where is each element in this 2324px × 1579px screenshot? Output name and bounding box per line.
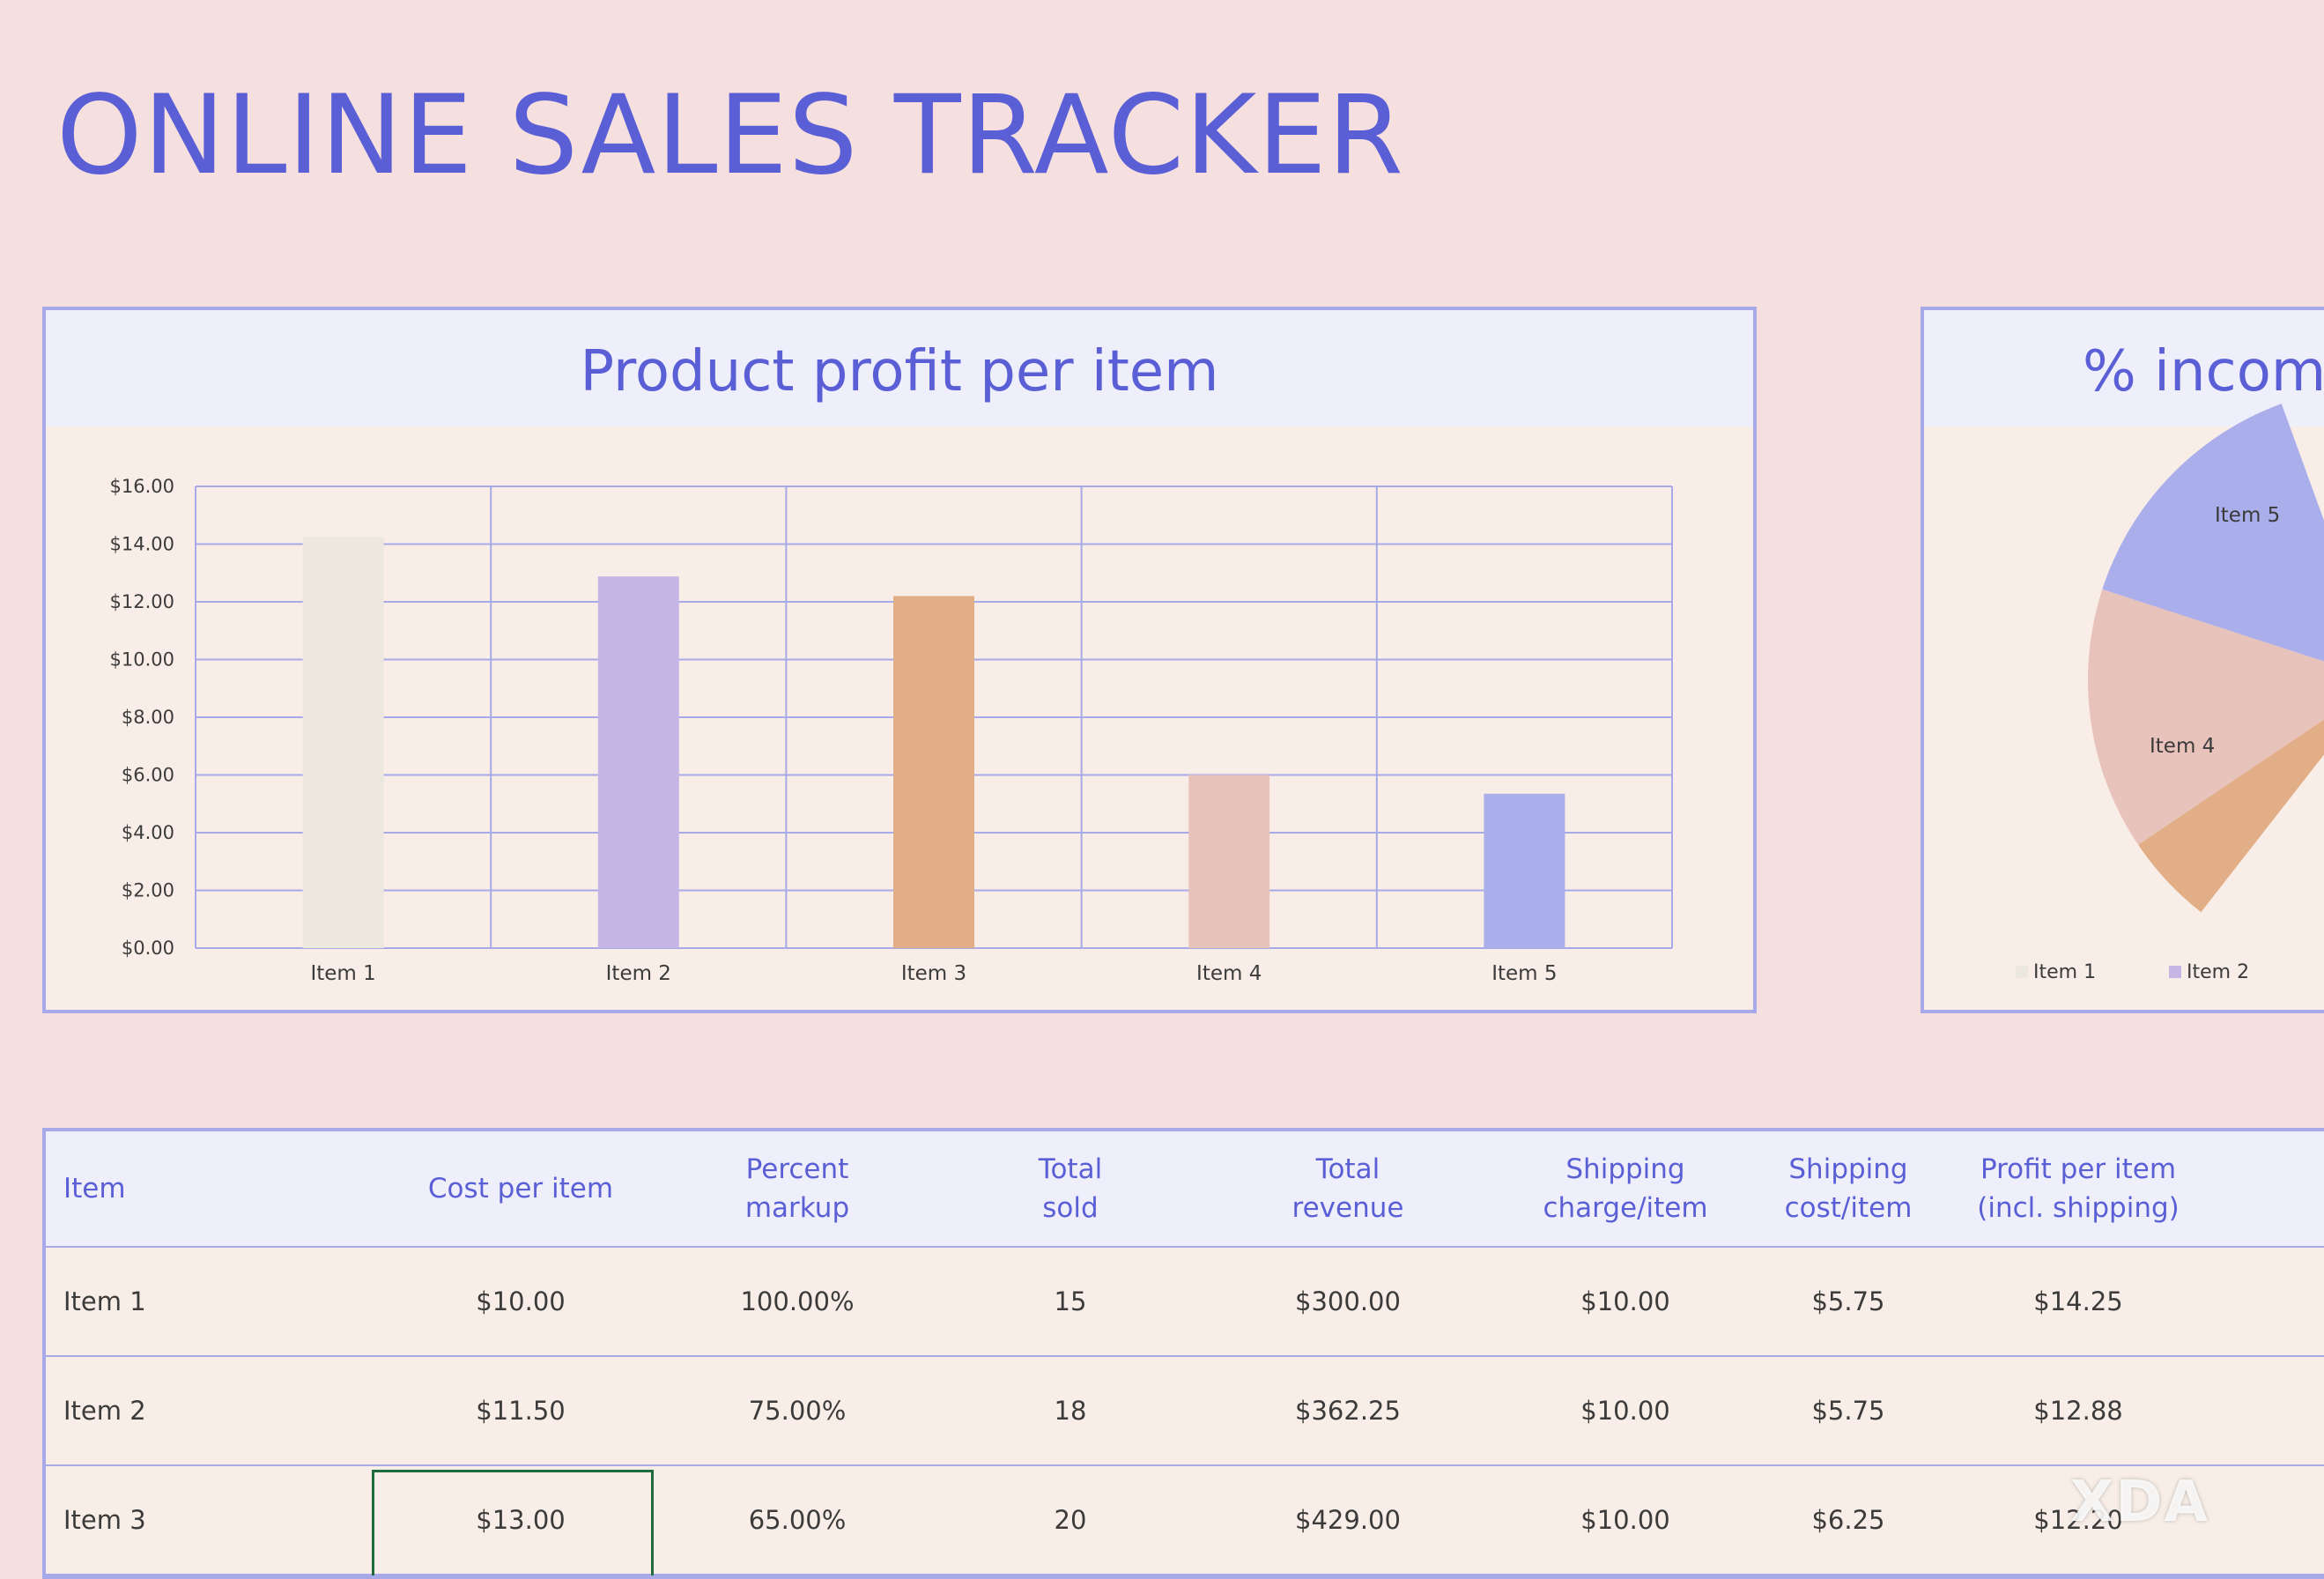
cell-profit-per-item[interactable]: $12.88 <box>2033 1396 2123 1426</box>
table-header-row: Item Cost per item Percent markup Total so… <box>46 1131 2324 1248</box>
bar-chart-panel[interactable]: Product profit per item $0.00 $2.00 $4.00 $… <box>42 307 1757 1013</box>
y-tick-label: $2.00 <box>122 880 174 901</box>
legend-swatch <box>2016 966 2028 978</box>
col-header-total-revenue[interactable]: Total revenue <box>1292 1153 1404 1224</box>
bar-4[interactable] <box>1188 775 1270 949</box>
cell-cost-per-item[interactable]: $13.00 <box>476 1505 566 1535</box>
bar-3[interactable] <box>893 596 974 948</box>
cell-shipping-charge[interactable]: $10.00 <box>1580 1396 1670 1426</box>
bar-5[interactable] <box>1484 793 1565 948</box>
cell-shipping-charge[interactable]: $10.00 <box>1580 1505 1670 1535</box>
col-header-percent-markup[interactable]: Percent markup <box>744 1153 850 1224</box>
xda-watermark: XDA <box>2070 1470 2209 1535</box>
cell-shipping-charge[interactable]: $10.00 <box>1580 1286 1670 1316</box>
bar-chart-header <box>46 310 1753 426</box>
cell-total-sold[interactable]: 15 <box>1054 1286 1087 1316</box>
cell-profit-per-item[interactable]: $12.20 <box>2033 1505 2123 1535</box>
table-row: Item 1 $10.00 100.00% 15 $300.00 $10.00 … <box>46 1248 2324 1357</box>
cell-total-sold[interactable]: 20 <box>1054 1505 1087 1535</box>
y-tick-label: $0.00 <box>122 938 174 959</box>
x-tick-label: Item 4 <box>1196 962 1262 985</box>
y-tick-label: $14.00 <box>110 534 174 555</box>
cell-item[interactable]: Item 2 <box>63 1396 146 1426</box>
y-tick-label: $8.00 <box>122 707 174 728</box>
col-header-item[interactable]: Item <box>63 1173 126 1205</box>
bar-chart-plot[interactable]: $0.00 $2.00 $4.00 $6.00 $8.00 $10.00 $12.00 $14… <box>46 310 1757 1013</box>
col-header-total-sold[interactable]: Total sold <box>1038 1153 1103 1224</box>
pie-label-item-4: Item 4 <box>2150 735 2215 758</box>
pie-slice-item-5[interactable] <box>2102 404 2324 680</box>
col-header-shipping-cost[interactable]: Shipping cost/item <box>1784 1153 1913 1224</box>
col-header-shipping-charge[interactable]: Shipping charge/item <box>1543 1153 1708 1224</box>
table-row: Item 3 $13.00 65.00% 20 $429.00 $10.00 $… <box>46 1466 2324 1575</box>
cell-cost-per-item[interactable]: $11.50 <box>476 1396 566 1426</box>
cell-shipping-cost[interactable]: $5.75 <box>1811 1286 1885 1316</box>
y-tick-label: $12.00 <box>110 591 174 612</box>
x-tick-label: Item 3 <box>901 962 966 985</box>
bar-2[interactable] <box>597 576 679 948</box>
cell-item[interactable]: Item 1 <box>63 1286 146 1316</box>
cell-total-revenue[interactable]: $300.00 <box>1295 1286 1401 1316</box>
x-tick-label: Item 2 <box>606 962 671 985</box>
cell-profit-per-item[interactable]: $14.25 <box>2033 1286 2123 1316</box>
cell-cost-per-item[interactable]: $10.00 <box>476 1286 566 1316</box>
page-title: ONLINE SALES TRACKER <box>56 72 1404 199</box>
cell-shipping-cost[interactable]: $6.25 <box>1811 1505 1885 1535</box>
col-header-cost-per-item[interactable]: Cost per item <box>427 1173 614 1205</box>
y-tick-label: $4.00 <box>122 822 174 843</box>
pie-chart-header <box>1924 310 2324 426</box>
y-tick-label: $16.00 <box>110 476 174 497</box>
cell-total-revenue[interactable]: $362.25 <box>1295 1396 1401 1426</box>
pie-chart-panel[interactable]: % income Item 5 Item 4 Item 1 Item 2 <box>1921 307 2324 1013</box>
pie-slice-item-3[interactable] <box>2138 680 2324 913</box>
pie-chart-title: % income <box>2083 339 2324 404</box>
bar-1[interactable] <box>302 537 384 948</box>
cell-percent-markup[interactable]: 100.00% <box>740 1286 855 1316</box>
pie-label-item-5: Item 5 <box>2215 504 2280 527</box>
table-row: Item 2 $11.50 75.00% 18 $362.25 $10.00 $… <box>46 1357 2324 1466</box>
cell-total-revenue[interactable]: $429.00 <box>1295 1505 1401 1535</box>
cell-percent-markup[interactable]: 65.00% <box>748 1505 847 1535</box>
cell-shipping-cost[interactable]: $5.75 <box>1811 1396 1885 1426</box>
pie-chart-plot[interactable]: Item 5 Item 4 Item 1 Item 2 <box>1924 310 2324 1013</box>
legend-label: Item 1 <box>2033 961 2096 983</box>
legend-label: Item 2 <box>2187 961 2249 983</box>
cell-item[interactable]: Item 3 <box>63 1505 146 1535</box>
y-tick-label: $10.00 <box>110 649 174 671</box>
cell-total-sold[interactable]: 18 <box>1054 1396 1087 1426</box>
col-header-profit-per-item[interactable]: Profit per item (incl. shipping) <box>1977 1153 2180 1224</box>
pie-slice-item-4[interactable] <box>2088 589 2324 845</box>
legend-swatch <box>2169 966 2181 978</box>
x-tick-label: Item 1 <box>310 962 375 985</box>
bar-chart-title: Product profit per item <box>580 339 1219 404</box>
cell-percent-markup[interactable]: 75.00% <box>748 1396 847 1426</box>
y-tick-label: $6.00 <box>122 765 174 786</box>
x-tick-label: Item 5 <box>1491 962 1557 985</box>
sales-table: Item Cost per item Percent markup Total so… <box>42 1128 2324 1579</box>
